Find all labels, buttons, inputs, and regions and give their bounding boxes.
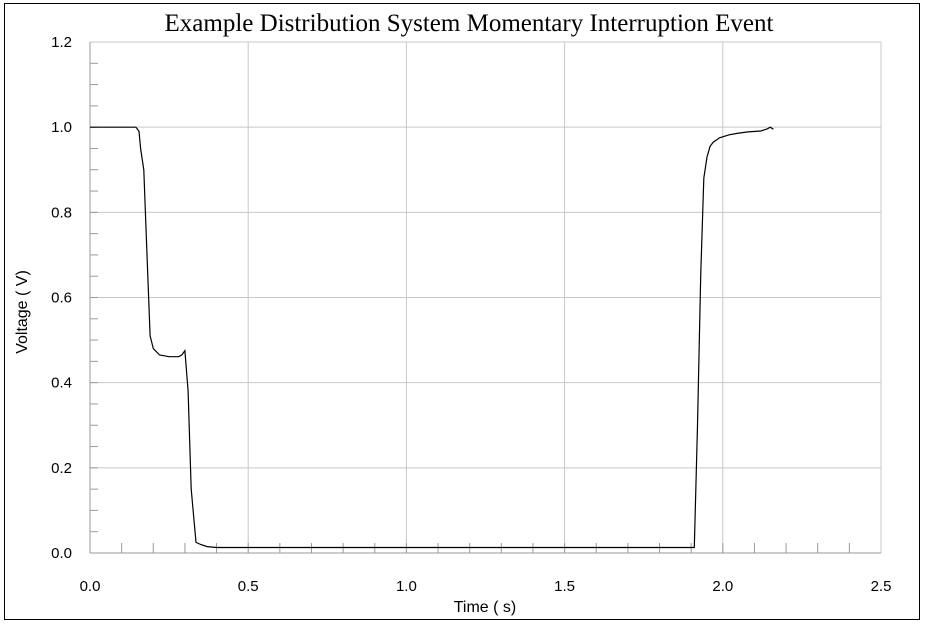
x-tick-label: 2.5 — [871, 578, 892, 595]
minor-ticks — [90, 62, 850, 553]
y-tick-label: 0.4 — [51, 375, 72, 392]
x-tick-label: 2.0 — [712, 578, 733, 595]
y-tick-label: 0.2 — [51, 460, 72, 477]
y-axis-label: Voltage ( V) — [14, 270, 31, 354]
chart-frame — [4, 3, 920, 620]
x-tick-label: 0.0 — [80, 578, 101, 595]
y-tick-label: 0.8 — [51, 204, 72, 221]
x-tick-label: 1.0 — [396, 578, 417, 595]
x-axis-label: Time ( s) — [454, 599, 517, 616]
y-tick-labels: 0.0 0.2 0.4 0.6 0.8 1.0 1.2 — [51, 34, 72, 562]
y-tick-label: 1.2 — [51, 34, 72, 51]
x-tick-label: 0.5 — [238, 578, 259, 595]
x-tick-label: 1.5 — [554, 578, 575, 595]
chart-title: Example Distribution System Momentary In… — [165, 10, 774, 37]
grid-lines — [90, 41, 882, 553]
y-tick-label: 1.0 — [51, 119, 72, 136]
x-tick-labels: 0.0 0.5 1.0 1.5 2.0 2.5 — [80, 578, 892, 595]
voltage-series-line — [90, 126, 774, 549]
y-tick-label: 0.6 — [51, 290, 72, 307]
y-tick-label: 0.0 — [51, 545, 72, 562]
